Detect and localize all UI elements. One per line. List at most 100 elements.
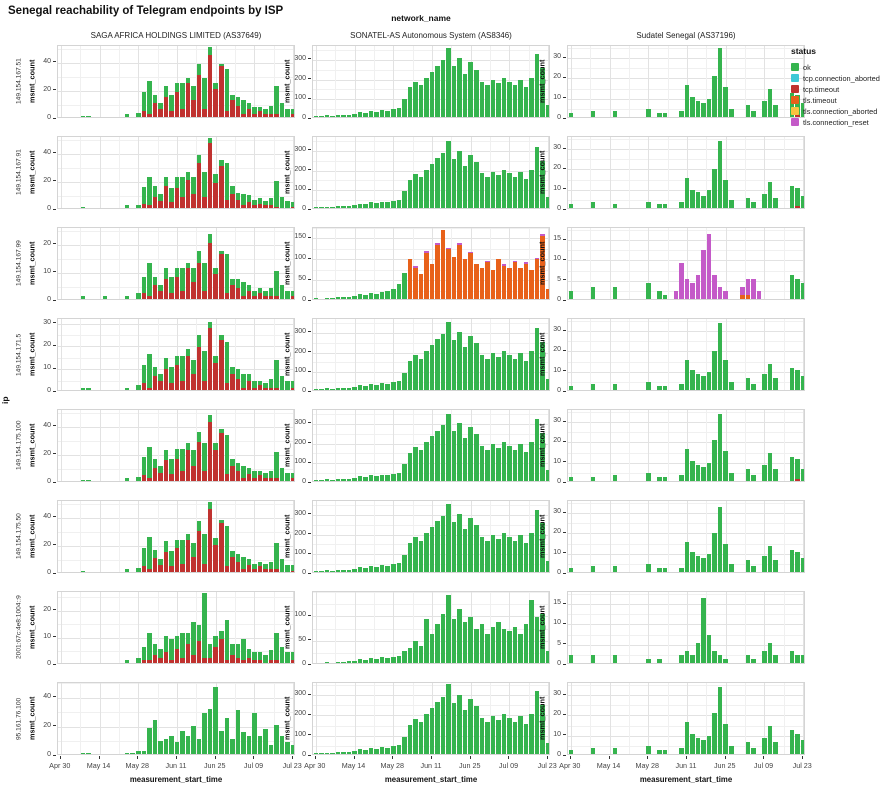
- bar-segment: [290, 565, 294, 571]
- bar-segment: [147, 262, 152, 297]
- bar-segment: [368, 384, 374, 390]
- gridline: [313, 228, 549, 229]
- gridline: [215, 501, 217, 572]
- gridline: [568, 422, 804, 424]
- gridline: [667, 319, 669, 390]
- gridline: [667, 228, 669, 299]
- gridline: [315, 319, 317, 390]
- legend-swatch: [791, 118, 799, 126]
- bar-segment: [695, 191, 701, 208]
- bar-segment: [717, 323, 723, 390]
- bar-segment: [795, 733, 800, 754]
- bar-segment: [751, 565, 756, 572]
- bar-segment: [446, 140, 451, 208]
- msmt-count-axis-label: msmt_count: [27, 605, 37, 650]
- bar-segment: [745, 559, 751, 572]
- bar-segment: [158, 290, 163, 299]
- bar-segment: [191, 374, 196, 390]
- bar-segment: [501, 77, 507, 117]
- bar-segment: [529, 442, 534, 481]
- legend-item: tls.connection_aborted: [791, 106, 881, 116]
- bar-segment: [290, 387, 294, 390]
- bar-segment: [219, 335, 224, 340]
- bar-segment: [158, 472, 163, 481]
- bar-segment: [468, 251, 473, 254]
- x-tick-label: May 28: [125, 761, 150, 770]
- bar-segment: [368, 292, 374, 299]
- bar-segment: [512, 722, 518, 754]
- bar-segment: [701, 466, 706, 481]
- gridline: [313, 140, 549, 142]
- bar-segment: [789, 274, 795, 299]
- bar-segment: [135, 112, 141, 117]
- bar-segment: [429, 527, 435, 572]
- facet-panel: [312, 500, 550, 573]
- bar-segment: [767, 88, 773, 117]
- gridline: [568, 442, 804, 444]
- bar-segment: [545, 650, 549, 663]
- bar-segment: [390, 288, 396, 299]
- bar-segment: [657, 290, 662, 299]
- bar-segment: [202, 77, 207, 109]
- gridline: [354, 319, 356, 390]
- bar-segment: [507, 354, 512, 390]
- bar-segment: [496, 175, 501, 208]
- bar-segment: [202, 563, 207, 572]
- y-tick-label: 300: [294, 418, 306, 426]
- gridline: [313, 69, 549, 71]
- gridline: [60, 683, 62, 754]
- bar-segment: [274, 478, 279, 481]
- y-tick-label: 0: [557, 387, 561, 394]
- y-tick-label: 50: [298, 635, 306, 643]
- gridline: [568, 523, 804, 525]
- bar-segment: [396, 199, 402, 208]
- bar-segment: [729, 381, 734, 390]
- y-tick-label: 200: [294, 438, 306, 446]
- facet-panel: [312, 591, 550, 664]
- bar-segment: [163, 358, 169, 370]
- bar-segment: [207, 321, 213, 329]
- gridline: [293, 319, 294, 390]
- bar-segment: [657, 385, 662, 390]
- gridline: [80, 319, 82, 390]
- ip-row-label: 95.161.76.100: [15, 697, 23, 740]
- bar-segment: [457, 694, 462, 754]
- y-tick-label: 15: [553, 599, 561, 607]
- bar-segment: [523, 262, 529, 264]
- gridline: [313, 49, 549, 51]
- gridline: [58, 426, 294, 428]
- gridline: [412, 137, 414, 208]
- bar-segment: [407, 452, 413, 481]
- bar-segment: [795, 369, 800, 390]
- bar-segment: [407, 648, 413, 663]
- bar-segment: [507, 718, 512, 754]
- bar-segment: [751, 201, 756, 208]
- bar-segment: [534, 690, 540, 754]
- bar-segment: [324, 115, 330, 117]
- gridline: [60, 592, 62, 663]
- gridline: [293, 683, 294, 754]
- bar-segment: [451, 65, 457, 117]
- bar-segment: [512, 260, 518, 262]
- bar-segment: [690, 551, 695, 572]
- gridline: [609, 228, 611, 299]
- gridline: [667, 501, 669, 572]
- bar-segment: [285, 564, 290, 572]
- bar-segment: [169, 566, 174, 572]
- gridline: [215, 137, 217, 208]
- bar-segment: [662, 567, 668, 572]
- bar-segment: [679, 654, 684, 663]
- bar-segment: [174, 364, 180, 390]
- gridline: [568, 685, 804, 687]
- bar-segment: [268, 205, 274, 208]
- bar-segment: [424, 532, 429, 572]
- bar-segment: [690, 369, 695, 390]
- y-tick-label: 0: [302, 114, 306, 121]
- gridline: [667, 46, 669, 117]
- bar-segment: [169, 638, 174, 661]
- bar-segment: [474, 706, 479, 754]
- legend-item-label: tcp.connection_aborted: [803, 73, 880, 83]
- gridline: [432, 592, 433, 663]
- gridline: [764, 410, 766, 481]
- bar-segment: [723, 86, 728, 117]
